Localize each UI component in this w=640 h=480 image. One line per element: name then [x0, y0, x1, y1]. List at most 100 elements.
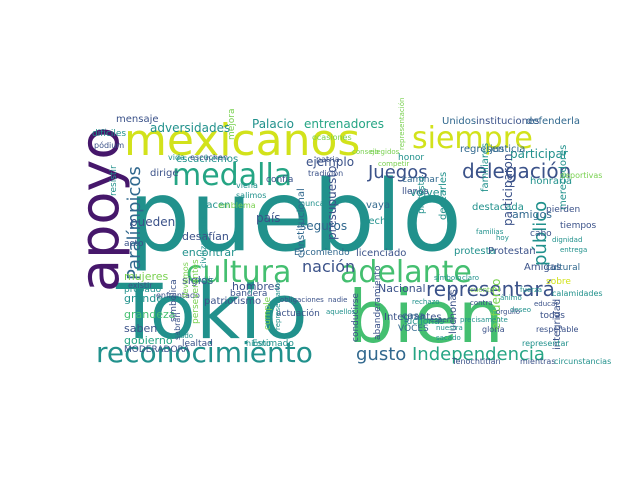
word-nuestra: nuestra	[436, 324, 463, 332]
word-familias: familias	[476, 228, 504, 236]
word-casa: casa	[402, 311, 425, 322]
word-pais: país	[256, 211, 281, 225]
word-saben: saben	[124, 322, 157, 335]
word-adversidades: adversidades	[150, 121, 230, 135]
word-adelante: adelante	[340, 255, 472, 290]
word-palacio: Palacio	[252, 117, 294, 131]
word-nunca: nunca	[300, 199, 325, 208]
word-probado: probado	[124, 285, 162, 295]
word-perseverantes: perseverantes	[191, 259, 201, 324]
word-reconocimiento: reconocimiento	[96, 336, 313, 369]
word-himno: himno	[246, 339, 271, 348]
word-licenciado: licenciado	[356, 248, 406, 259]
word-educar: educar	[534, 300, 558, 308]
word-viena: viena	[236, 181, 258, 190]
word-resistir: resistir	[109, 165, 119, 196]
word-integridad: integridad	[552, 299, 563, 350]
word-mientras: mientras	[520, 357, 556, 366]
word-gloria: gloria	[482, 325, 505, 334]
word-destacada: destacada	[472, 202, 524, 213]
word-mujeres: mujeres	[124, 270, 169, 283]
word-bien: bien	[348, 275, 504, 359]
word-desafian: desafían	[182, 230, 229, 243]
word-dirige: dirige	[150, 168, 179, 179]
word-representar: representar	[522, 339, 569, 348]
word-nacional: Nacional	[378, 282, 426, 295]
word-existir: existir	[128, 281, 153, 290]
word-cumple: cumple	[263, 296, 273, 330]
word-gusto: gusto	[356, 344, 406, 365]
word-acto: acto	[124, 239, 144, 249]
word-encomiendo: Encomiendo	[294, 248, 350, 258]
word-hoy: hoy	[496, 234, 509, 242]
word-simbolica: simbólica	[168, 279, 179, 322]
word-medalla: medalla	[172, 158, 292, 193]
word-esperar: esperar	[430, 316, 457, 324]
word-regresen: regresen	[460, 144, 504, 155]
word-sabran: sabrán	[173, 313, 182, 340]
word-hecho: hecho	[362, 216, 392, 227]
word-ir: ir	[248, 287, 254, 296]
word-esfuerzo: esfuerzo	[489, 279, 503, 330]
word-animo: ánimo	[500, 294, 522, 302]
word-merecedores: merecedores	[558, 145, 569, 210]
word-representarlos: representarlos	[274, 279, 282, 330]
word-grande: grande	[124, 292, 163, 305]
word-pueblo: pueblo	[128, 160, 462, 274]
word-precisamente: precisamente	[460, 316, 508, 324]
word-lealtad: lealtad	[182, 339, 213, 349]
word-cabo: cabo	[530, 229, 552, 239]
word-nacion: nación	[302, 257, 355, 276]
word-ocasiones: ocasiones	[312, 133, 352, 142]
word-dignidad: dignidad	[552, 236, 582, 244]
word-participar: participar	[510, 147, 568, 161]
word-saludo: saludo	[170, 332, 193, 340]
word-emblema: emblema	[218, 201, 256, 210]
word-representacion: representación	[398, 98, 406, 150]
word-luchonas-v: luchonas	[448, 289, 459, 334]
word-abanderamiento: abanderamiento	[373, 265, 383, 340]
word-circunstancias: circunstancias	[554, 357, 611, 366]
word-tradicion: tradición	[308, 168, 343, 178]
word-conducirse: conducirse	[351, 293, 361, 342]
word-honor: honor	[398, 153, 424, 163]
word-cultural: cultural	[546, 263, 580, 273]
word-competir: competir	[378, 160, 409, 168]
word-publico: público	[530, 201, 551, 266]
word-luchonas-h: luchonas	[404, 317, 445, 327]
word-delegacion: delegación	[462, 159, 571, 183]
word-ejemplo: ejemplo	[306, 155, 354, 169]
word-sacado: sacado	[436, 334, 461, 342]
word-caminar: caminar	[402, 175, 439, 185]
word-rechazo: rechazo	[412, 298, 440, 306]
word-grandeza: grandeza	[124, 308, 175, 321]
word-protesto: protesto	[417, 176, 427, 214]
word-claro: claro	[462, 274, 479, 282]
word-desearles: desearles	[438, 172, 449, 220]
word-estimado: Estimado	[252, 339, 294, 349]
word-obligaciones: obligaciones	[280, 296, 324, 304]
word-fuerza: fuerza	[520, 286, 542, 294]
word-llenos: llenos	[402, 187, 429, 197]
word-simbolo: símbolo	[434, 274, 461, 282]
word-paralimpicos: Paralímpicos	[124, 166, 145, 280]
word-siglos: siglos	[182, 274, 214, 287]
word-apoyo: apoyo	[68, 127, 131, 292]
word-sobre: sobre	[546, 277, 571, 287]
word-defenderla: defenderla	[526, 116, 580, 127]
word-civilizaciones: civilizaciones	[199, 215, 208, 268]
word-voces: VOCES	[398, 324, 429, 334]
word-enfrentado: enfrentado	[156, 291, 200, 300]
word-justicia: justicia	[489, 144, 525, 155]
word-gobierno: gobierno	[124, 334, 173, 347]
word-entrenadores: entrenadores	[304, 117, 384, 131]
word-protestan: Protestan	[488, 246, 536, 257]
word-pierden: pierden	[546, 205, 580, 215]
word-familiares: familiares	[480, 143, 491, 192]
word-orgullo: orgullo	[496, 308, 520, 316]
word-presupuesto: presupuesto	[325, 166, 339, 240]
word-tiempos: tiempos	[560, 221, 597, 231]
word-integrantes: Integrantes	[384, 312, 442, 323]
word-volver: volver	[410, 186, 445, 199]
